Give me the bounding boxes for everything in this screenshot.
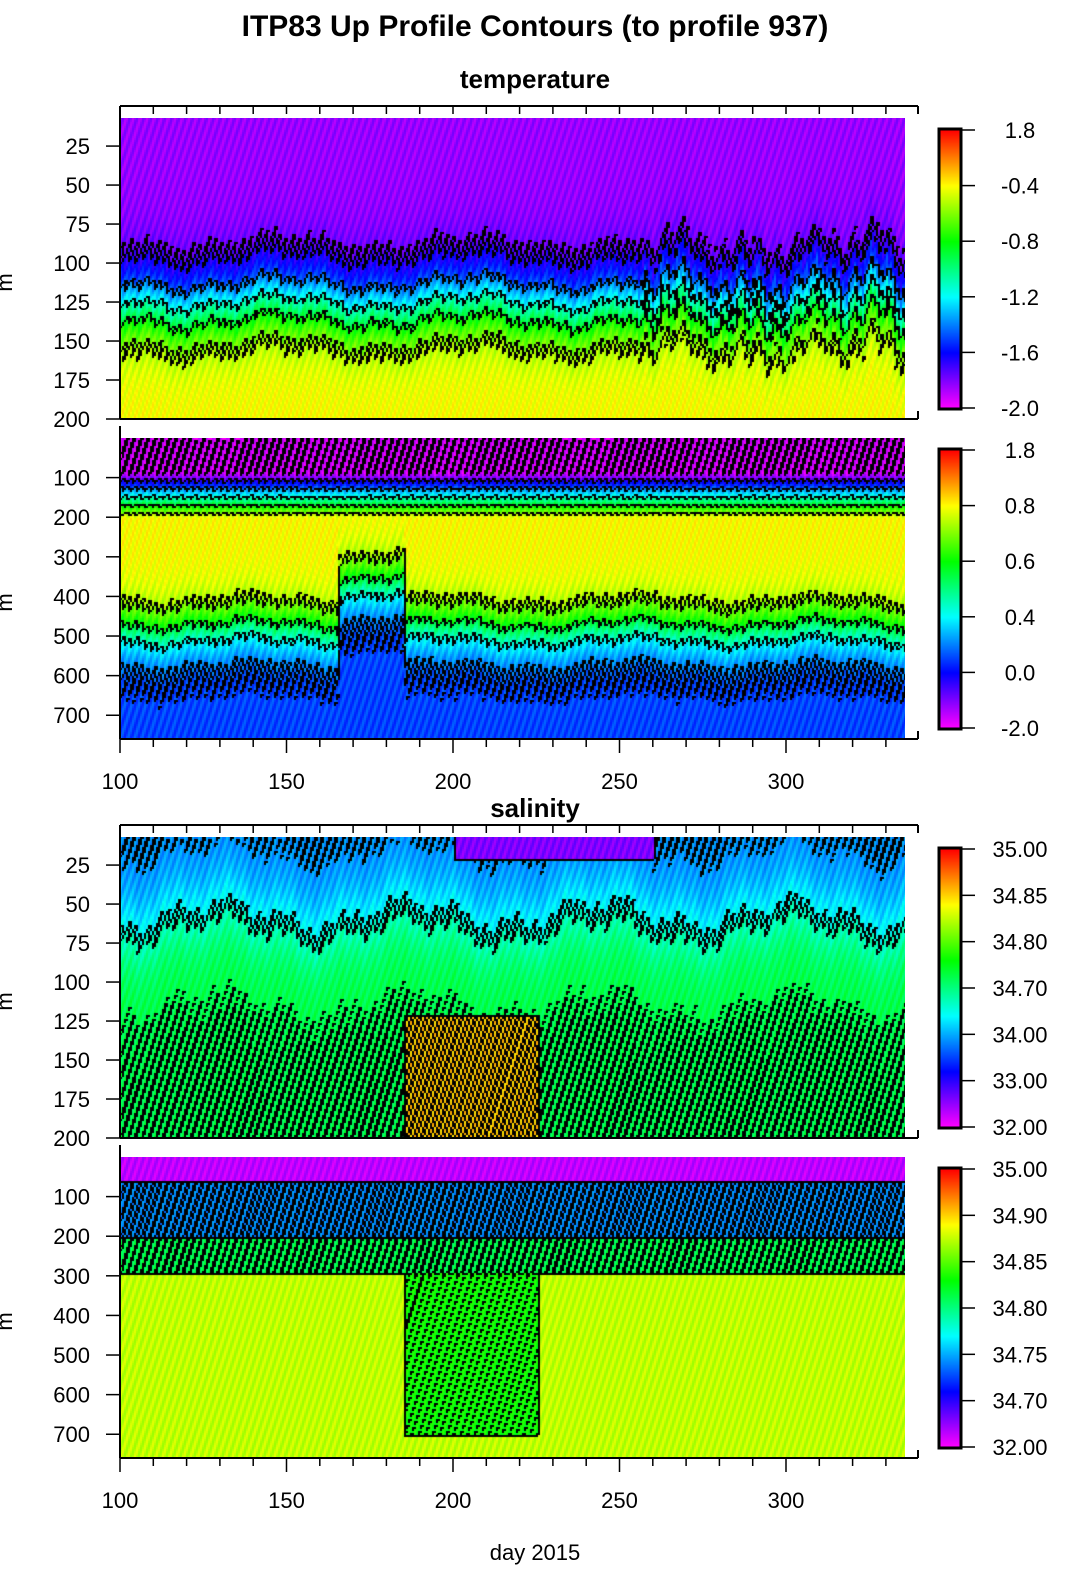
y-axis-label: m xyxy=(0,992,17,1010)
colorbar-tick-label: 0.0 xyxy=(1005,660,1036,685)
colorbar-tick-label: 35.00 xyxy=(992,1157,1047,1182)
y-tick-label: 25 xyxy=(66,853,90,878)
x-tick-label: 100 xyxy=(102,1488,139,1513)
colorbar-tick-label: -2.0 xyxy=(1001,716,1039,741)
y-tick-label: 125 xyxy=(53,1009,90,1034)
heatmap-panel-1 xyxy=(120,118,905,419)
colorbar-frame xyxy=(937,1166,963,1450)
y-tick-label: 100 xyxy=(53,251,90,276)
y-axis-label: m xyxy=(0,1312,17,1330)
y-tick-label: 75 xyxy=(66,212,90,237)
x-tick-label: 200 xyxy=(435,1488,472,1513)
colorbar-tick-label: 35.00 xyxy=(992,837,1047,862)
colorbar-tick-label: 34.90 xyxy=(992,1203,1047,1228)
y-tick-label: 50 xyxy=(66,892,90,917)
y-tick-label: 200 xyxy=(53,1224,90,1249)
y-tick-label: 25 xyxy=(66,134,90,159)
y-tick-label: 600 xyxy=(53,1383,90,1408)
colorbar-tick-label: 32.00 xyxy=(992,1435,1047,1460)
colorbar-tick-label: -2.0 xyxy=(1001,396,1039,421)
colorbar-tick-label: 34.80 xyxy=(992,930,1047,955)
y-tick-label: 700 xyxy=(53,703,90,728)
y-tick-label: 150 xyxy=(53,1048,90,1073)
section-title-temperature: temperature xyxy=(459,64,611,94)
y-tick-label: 500 xyxy=(53,624,90,649)
y-tick-label: 75 xyxy=(66,931,90,956)
colorbar-frame xyxy=(937,127,963,411)
colorbar-frame xyxy=(937,447,963,731)
colorbar-3 xyxy=(940,849,960,1127)
colorbar-tick-label: -1.2 xyxy=(1001,285,1039,310)
colorbar-2 xyxy=(940,450,960,728)
colorbar-tick-label: 1.8 xyxy=(1005,438,1036,463)
colorbar-4 xyxy=(940,1169,960,1447)
y-tick-label: 600 xyxy=(53,664,90,689)
y-axis-label: m xyxy=(0,273,17,291)
colorbar-tick-label: 34.85 xyxy=(992,883,1047,908)
x-tick-label: 250 xyxy=(601,769,638,794)
y-tick-label: 100 xyxy=(53,1185,90,1210)
heatmap-panel-3 xyxy=(120,837,905,1138)
colorbar-tick-label: 34.00 xyxy=(992,1022,1047,1047)
x-tick-label: 150 xyxy=(268,1488,305,1513)
x-tick-label: 200 xyxy=(435,769,472,794)
colorbar-tick-label: 33.00 xyxy=(992,1069,1047,1094)
y-tick-label: 175 xyxy=(53,368,90,393)
y-tick-label: 150 xyxy=(53,329,90,354)
y-tick-label: 125 xyxy=(53,290,90,315)
colorbar-tick-label: 1.8 xyxy=(1005,118,1036,143)
colorbar-tick-label: 0.8 xyxy=(1005,494,1036,519)
y-tick-label: 500 xyxy=(53,1343,90,1368)
y-axis-label: m xyxy=(0,593,17,611)
y-tick-label: 200 xyxy=(53,407,90,432)
y-tick-label: 100 xyxy=(53,970,90,995)
x-tick-label: 300 xyxy=(768,769,805,794)
colorbar-tick-label: -0.4 xyxy=(1001,174,1039,199)
chart-title: ITP83 Up Profile Contours (to profile 93… xyxy=(241,10,829,43)
y-tick-label: 400 xyxy=(53,584,90,609)
colorbar-tick-label: 32.00 xyxy=(992,1115,1047,1140)
y-tick-label: 175 xyxy=(53,1087,90,1112)
colorbar-tick-label: 34.85 xyxy=(992,1250,1047,1275)
x-tick-label: 300 xyxy=(768,1488,805,1513)
colorbar-frame xyxy=(937,846,963,1130)
y-tick-label: 300 xyxy=(53,1264,90,1289)
colorbar-tick-label: 34.70 xyxy=(992,1389,1047,1414)
colorbar-tick-label: 34.70 xyxy=(992,976,1047,1001)
colorbar-tick-label: -1.6 xyxy=(1001,340,1039,365)
colorbar-tick-label: 34.75 xyxy=(992,1342,1047,1367)
colorbar-tick-label: -0.8 xyxy=(1001,229,1039,254)
colorbar-1 xyxy=(940,130,960,408)
colorbar-tick-label: 0.4 xyxy=(1005,605,1036,630)
y-tick-label: 200 xyxy=(53,1126,90,1151)
y-tick-label: 700 xyxy=(53,1422,90,1447)
x-tick-label: 100 xyxy=(102,769,139,794)
y-tick-label: 200 xyxy=(53,505,90,530)
colorbar-tick-label: 34.80 xyxy=(992,1296,1047,1321)
x-tick-label: 150 xyxy=(268,769,305,794)
x-axis-label: day 2015 xyxy=(489,1540,581,1565)
section-title-salinity: salinity xyxy=(490,793,580,823)
y-tick-label: 50 xyxy=(66,173,90,198)
heatmap-panel-4 xyxy=(120,1157,905,1458)
colorbar-tick-label: 0.6 xyxy=(1005,549,1036,574)
y-tick-label: 400 xyxy=(53,1303,90,1328)
y-tick-label: 300 xyxy=(53,545,90,570)
heatmap-panel-2 xyxy=(120,438,905,739)
y-tick-label: 100 xyxy=(53,466,90,491)
x-tick-label: 250 xyxy=(601,1488,638,1513)
